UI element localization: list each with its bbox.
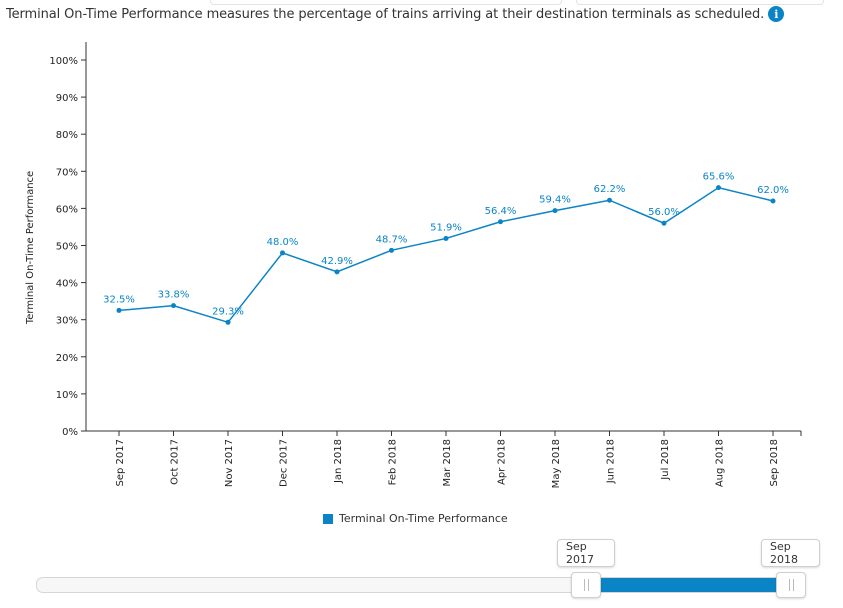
data-point xyxy=(280,250,285,256)
data-point xyxy=(498,219,503,225)
data-label: 62.0% xyxy=(757,185,789,196)
description-text: Terminal On-Time Performance measures th… xyxy=(6,6,765,22)
data-point xyxy=(334,269,340,275)
data-label: 56.4% xyxy=(485,206,517,217)
data-label: 42.9% xyxy=(321,256,353,267)
top-tab-edge-left xyxy=(210,0,562,5)
x-tick-label: Sep 2018 xyxy=(769,439,780,486)
data-point xyxy=(770,198,776,204)
x-tick-label: Sep 2017 xyxy=(115,439,126,486)
data-point xyxy=(443,235,449,241)
data-label: 56.0% xyxy=(648,207,680,218)
data-point xyxy=(607,197,612,203)
y-tick-label: 30% xyxy=(56,316,78,327)
data-point xyxy=(225,319,231,325)
legend-item[interactable]: Terminal On-Time Performance xyxy=(323,512,508,525)
range-start-handle[interactable] xyxy=(571,572,601,598)
x-tick-label: May 2018 xyxy=(551,439,562,488)
chart-description: Terminal On-Time Performance measures th… xyxy=(6,6,785,22)
x-tick-label: Feb 2018 xyxy=(388,439,399,485)
data-label: 48.0% xyxy=(267,237,299,248)
y-tick-label: 60% xyxy=(56,204,78,215)
data-label: 32.5% xyxy=(103,294,135,305)
data-label: 59.4% xyxy=(539,195,571,206)
y-tick-label: 100% xyxy=(49,56,78,67)
range-start-label: Sep 2017 xyxy=(557,539,615,567)
x-tick-label: Apr 2018 xyxy=(497,439,508,485)
top-tab-edge-right xyxy=(576,0,824,5)
x-tick-label: Aug 2018 xyxy=(715,439,726,487)
y-tick-label: 0% xyxy=(62,427,78,438)
x-tick-label: Nov 2017 xyxy=(224,439,235,487)
y-tick-label: 20% xyxy=(56,353,78,364)
x-tick-label: Dec 2017 xyxy=(279,439,290,487)
y-tick-label: 90% xyxy=(56,93,78,104)
y-tick-label: 40% xyxy=(56,279,78,290)
info-icon[interactable]: i xyxy=(768,6,785,22)
y-tick-label: 80% xyxy=(56,130,78,141)
y-tick-label: 50% xyxy=(56,242,78,253)
data-label: 48.7% xyxy=(376,234,408,245)
data-label: 65.6% xyxy=(703,172,735,183)
y-tick-label: 10% xyxy=(56,390,78,401)
y-tick-label: 70% xyxy=(56,167,78,178)
range-slider-selection[interactable] xyxy=(601,578,791,592)
range-end-handle[interactable] xyxy=(776,572,806,598)
x-tick-label: Jan 2018 xyxy=(333,439,344,484)
data-point xyxy=(171,303,176,309)
data-point xyxy=(661,220,667,226)
range-end-label: Sep 2018 xyxy=(761,539,820,567)
x-tick-label: Jul 2018 xyxy=(660,439,671,481)
data-label: 51.9% xyxy=(430,222,462,233)
data-point xyxy=(116,307,122,313)
data-point xyxy=(552,208,558,214)
data-point xyxy=(716,185,721,191)
y-axis-title: Terminal On-Time Performance xyxy=(25,171,36,325)
data-point xyxy=(389,247,394,253)
data-label: 62.2% xyxy=(594,184,626,195)
legend-label: Terminal On-Time Performance xyxy=(339,512,508,525)
x-tick-label: Mar 2018 xyxy=(442,439,453,487)
legend-swatch xyxy=(323,513,333,524)
x-tick-label: Oct 2017 xyxy=(170,439,181,485)
line-chart: 0% 10% 20% 30% 40% 50% 60% 70% 80% 90% 100% Termina… xyxy=(25,42,802,488)
x-tick-label: Jun 2018 xyxy=(606,439,617,484)
data-label: 29.3% xyxy=(212,306,244,317)
data-label: 33.8% xyxy=(158,290,190,301)
